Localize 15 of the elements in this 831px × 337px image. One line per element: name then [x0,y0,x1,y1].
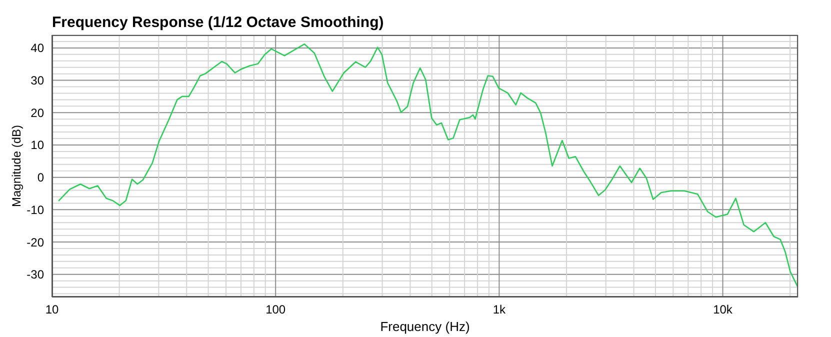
y-tick-label: 0 [37,170,44,185]
x-axis-title: Frequency (Hz) [380,319,470,334]
y-tick-label: -30 [26,268,44,282]
y-tick-label: 30 [30,74,44,88]
chart-title: Frequency Response (1/12 Octave Smoothing) [52,14,384,31]
x-tick-label: 10k [713,302,734,317]
x-tick-label: 100 [266,302,286,317]
y-axis-title: Magnitude (dB) [9,124,24,208]
x-tick-label: 10 [45,302,59,317]
y-tick-label: -20 [26,235,44,250]
y-tick-label: 10 [30,138,44,152]
x-tick-label: 1k [492,302,507,317]
y-tick-label: -10 [26,202,44,217]
y-tick-label: 20 [30,106,44,120]
y-tick-label: 40 [30,41,44,56]
